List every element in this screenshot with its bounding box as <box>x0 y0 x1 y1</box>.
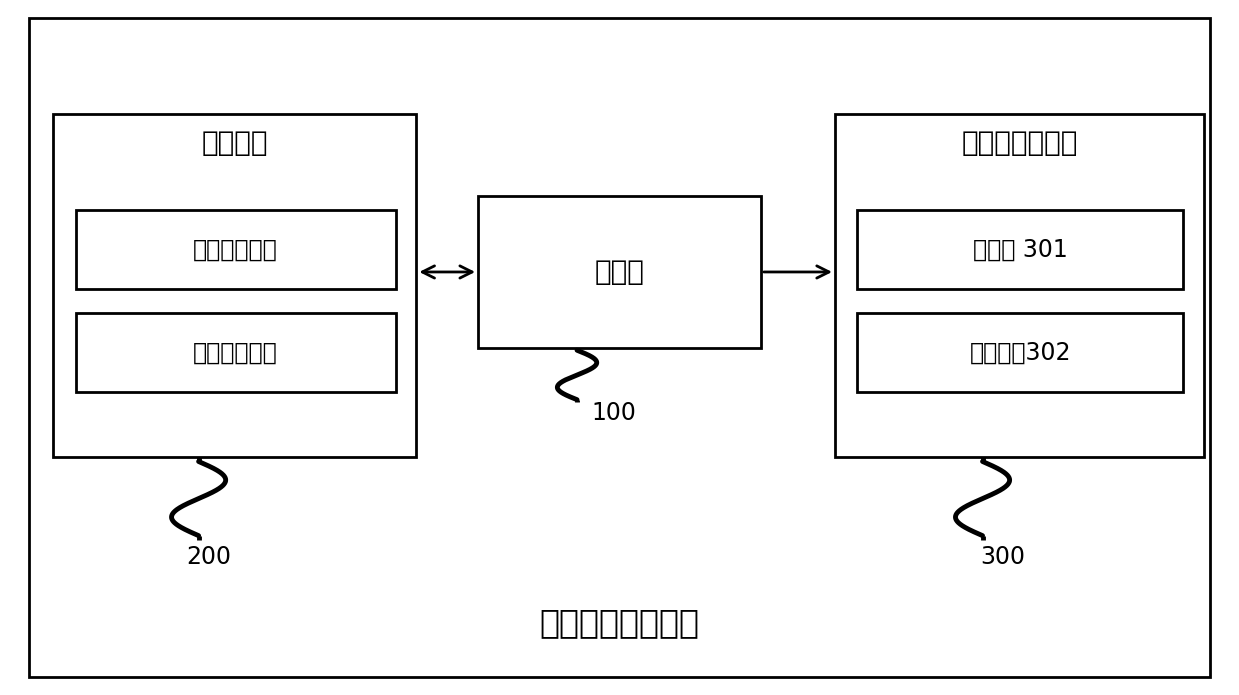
Bar <box>53 114 416 457</box>
Text: 100: 100 <box>591 401 636 425</box>
Bar <box>76 210 395 289</box>
Text: 200: 200 <box>186 545 232 569</box>
Bar <box>835 114 1204 457</box>
Bar <box>857 313 1183 392</box>
Text: 消费者端302: 消费者端302 <box>969 341 1070 365</box>
Text: 扫描设备: 扫描设备 <box>202 129 268 157</box>
Text: 移动端电子设备: 移动端电子设备 <box>961 129 1078 157</box>
Text: 工作端 301: 工作端 301 <box>973 238 1068 261</box>
Bar <box>76 313 395 392</box>
Bar <box>857 210 1183 289</box>
Text: 服务器: 服务器 <box>595 258 644 286</box>
Text: 300: 300 <box>980 545 1025 569</box>
Text: 第一扫描设备: 第一扫描设备 <box>193 238 278 261</box>
Text: 第二扫描设备: 第二扫描设备 <box>193 341 278 365</box>
Bar <box>478 197 761 348</box>
Text: 外卖分拣投递系统: 外卖分拣投递系统 <box>539 605 700 639</box>
